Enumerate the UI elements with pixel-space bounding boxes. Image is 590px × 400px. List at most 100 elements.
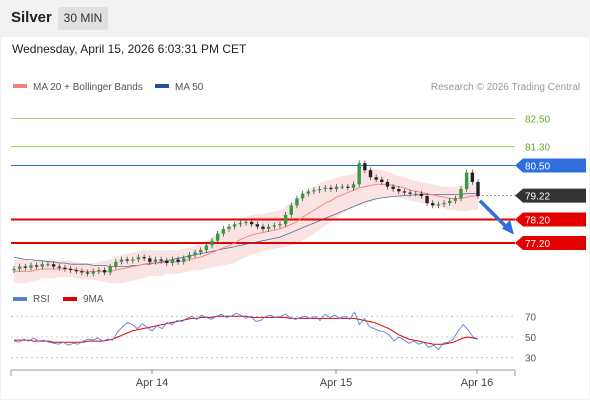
candle-body <box>346 186 350 188</box>
candle-body <box>442 203 446 205</box>
candle-body <box>459 189 463 199</box>
rsi-line <box>13 311 479 351</box>
candle-body <box>108 266 112 273</box>
candle-body <box>114 261 118 267</box>
bollinger-band <box>14 169 478 283</box>
candle-body <box>17 266 22 269</box>
candle-body <box>29 265 33 268</box>
candle-body <box>46 264 50 266</box>
candle-body <box>63 267 67 269</box>
candle-body <box>283 214 288 225</box>
candle-body <box>51 264 56 267</box>
candle-body <box>97 270 101 272</box>
candle-body <box>464 172 469 189</box>
candle-body <box>323 187 327 189</box>
candle-body <box>261 226 265 229</box>
candle-body <box>249 221 254 225</box>
legend-swatch <box>63 297 77 301</box>
candle-body <box>317 189 322 191</box>
candle-body <box>80 271 84 273</box>
legend-label: 9MA <box>83 294 104 305</box>
candle-body <box>221 228 226 234</box>
candle-body <box>153 259 158 262</box>
candle-body <box>312 190 316 192</box>
candle-body <box>159 259 163 261</box>
candle-body <box>385 181 390 187</box>
candle-body <box>176 259 180 262</box>
candle-body <box>136 257 141 260</box>
candle-body <box>453 198 458 201</box>
candle-body <box>170 259 175 264</box>
candle-body <box>148 258 152 262</box>
candle-body <box>340 186 344 188</box>
candle-body <box>57 266 61 268</box>
level-label: 77.20 <box>525 239 550 250</box>
candle-body <box>380 179 384 182</box>
candle-body <box>419 193 424 197</box>
candle-body <box>425 196 429 204</box>
x-tick-label: Apr 16 <box>461 377 493 389</box>
candle-body <box>193 252 197 255</box>
candle-body <box>368 170 373 178</box>
candle-body <box>244 221 248 224</box>
candle-body <box>436 204 441 206</box>
candle-body <box>397 189 401 192</box>
candle-body <box>23 266 28 268</box>
timeframe-button[interactable]: 30 MIN <box>58 7 108 30</box>
candle-body <box>210 240 214 246</box>
legend-label: RSI <box>33 294 50 305</box>
candle-body <box>391 186 395 189</box>
legend-swatch <box>155 84 169 88</box>
forecast-arrow-head <box>502 219 514 235</box>
level-label: 79.22 <box>525 192 550 203</box>
candle-body <box>470 172 475 182</box>
level-label: 78.20 <box>525 216 550 227</box>
price-tag <box>515 236 586 251</box>
legend-label: MA 50 <box>175 82 204 93</box>
candle-body <box>255 224 260 227</box>
candle-body <box>12 268 16 271</box>
price-tag <box>515 212 586 227</box>
candle-body <box>266 226 271 229</box>
candle-body <box>238 223 243 225</box>
candle-body <box>351 184 356 188</box>
candle-body <box>300 193 305 199</box>
candle-body <box>431 203 435 206</box>
candle-body <box>125 259 129 261</box>
candle-body <box>295 198 299 206</box>
candle-body <box>74 270 78 272</box>
timestamp: Wednesday, April 15, 2026 6:03:31 PM CET <box>12 42 247 56</box>
candle-body <box>334 186 339 189</box>
candle-body <box>278 224 282 226</box>
candle-body <box>272 225 276 227</box>
candle-body <box>232 224 237 227</box>
candle-body <box>187 254 192 259</box>
candle-body <box>306 191 310 194</box>
x-tick-label: Apr 14 <box>136 377 168 389</box>
candle-body <box>165 260 169 264</box>
credit-text: Research © 2026 Trading Central <box>431 82 580 93</box>
candle-body <box>199 250 203 253</box>
candle-body <box>131 259 135 261</box>
candle-body <box>182 258 186 262</box>
x-tick-label: Apr 15 <box>320 377 352 389</box>
chart-header: Silver 30 MIN <box>0 0 590 37</box>
candle-body <box>402 191 407 193</box>
candle-body <box>414 193 418 195</box>
legend-swatch <box>13 297 27 301</box>
candle-body <box>102 270 107 273</box>
candle-body <box>448 200 452 204</box>
candle-body <box>408 192 412 194</box>
legend-swatch <box>13 84 27 88</box>
candle-body <box>289 205 293 215</box>
candle-body <box>216 233 220 241</box>
candle-body <box>227 226 231 229</box>
candle-body <box>329 187 333 189</box>
level-label: 80.50 <box>525 162 550 173</box>
rsi-tick-label: 30 <box>525 354 537 365</box>
candle-body <box>40 264 44 267</box>
rsi-tick-label: 50 <box>525 333 537 344</box>
level-label: 81.30 <box>525 143 550 154</box>
rsi-tick-label: 70 <box>525 312 537 323</box>
